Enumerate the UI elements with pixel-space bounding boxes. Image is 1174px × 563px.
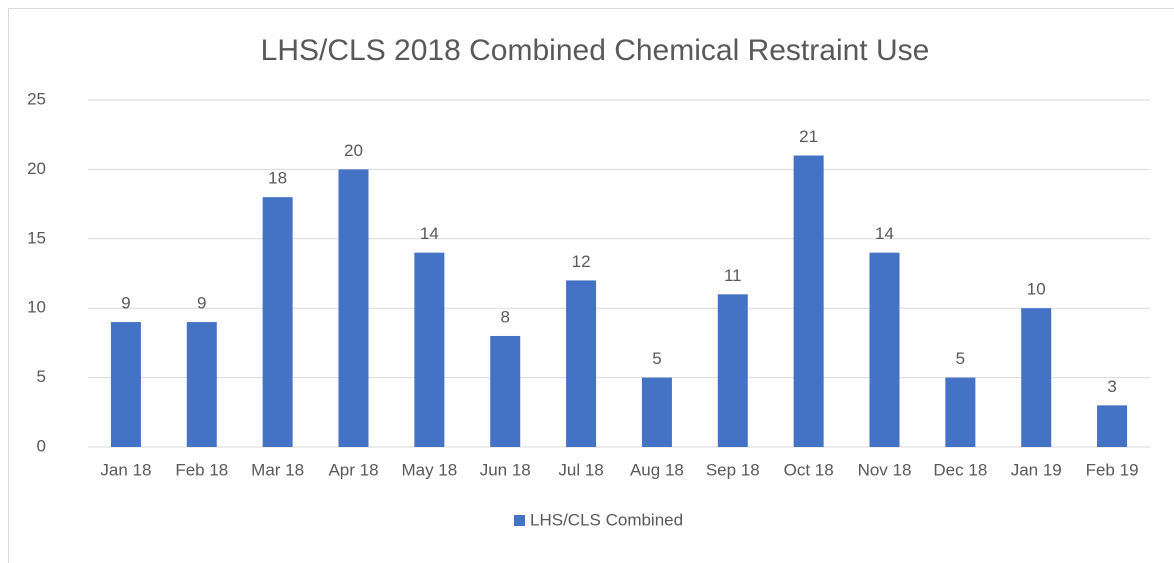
x-tick-label: Jul 18 — [558, 460, 603, 479]
data-label: 10 — [1027, 280, 1046, 299]
bar — [490, 335, 521, 447]
x-tick-label: Apr 18 — [328, 460, 378, 479]
x-tick-label: Jun 18 — [480, 460, 531, 479]
data-label: 3 — [1107, 377, 1116, 396]
x-tick-label: Jan 18 — [100, 460, 151, 479]
data-label: 12 — [572, 252, 591, 271]
data-label: 18 — [268, 169, 287, 188]
data-label: 5 — [956, 349, 965, 368]
bar — [110, 322, 141, 447]
x-tick-label: Jan 19 — [1011, 460, 1062, 479]
x-tick-label: Feb 18 — [175, 460, 228, 479]
y-tick-label: 10 — [27, 298, 46, 317]
data-label: 21 — [799, 127, 818, 146]
bar — [262, 197, 293, 447]
bar — [1097, 405, 1128, 447]
data-label: 9 — [121, 294, 130, 313]
bar — [338, 169, 369, 447]
data-label: 11 — [724, 266, 742, 285]
x-tick-label: Feb 19 — [1086, 460, 1139, 479]
bar — [414, 252, 445, 447]
x-tick-label: Mar 18 — [251, 460, 304, 479]
data-label: 8 — [500, 307, 509, 326]
x-tick-label: Aug 18 — [630, 460, 684, 479]
y-tick-label: 25 — [27, 89, 46, 108]
x-tick-label: Nov 18 — [858, 460, 912, 479]
data-label: 14 — [420, 224, 439, 243]
y-tick-label: 20 — [27, 159, 46, 178]
data-label: 5 — [652, 349, 661, 368]
bar — [641, 377, 672, 447]
data-label: 20 — [344, 141, 363, 160]
y-tick-label: 0 — [37, 436, 46, 455]
x-tick-label: May 18 — [401, 460, 457, 479]
bar — [566, 280, 597, 447]
bar — [869, 252, 900, 447]
data-label: 9 — [197, 294, 206, 313]
legend-label: LHS/CLS Combined — [530, 510, 683, 529]
bar — [945, 377, 976, 447]
x-tick-label: Sep 18 — [706, 460, 760, 479]
y-tick-label: 15 — [27, 228, 46, 247]
bar — [717, 294, 748, 447]
legend-swatch — [514, 515, 525, 526]
x-tick-label: Oct 18 — [784, 460, 834, 479]
y-tick-label: 5 — [37, 367, 46, 386]
bar — [1021, 308, 1052, 447]
x-tick-label: Dec 18 — [933, 460, 987, 479]
bar — [793, 155, 824, 447]
chart-title: LHS/CLS 2018 Combined Chemical Restraint… — [261, 34, 930, 67]
bar — [186, 322, 217, 447]
data-label: 14 — [875, 224, 894, 243]
